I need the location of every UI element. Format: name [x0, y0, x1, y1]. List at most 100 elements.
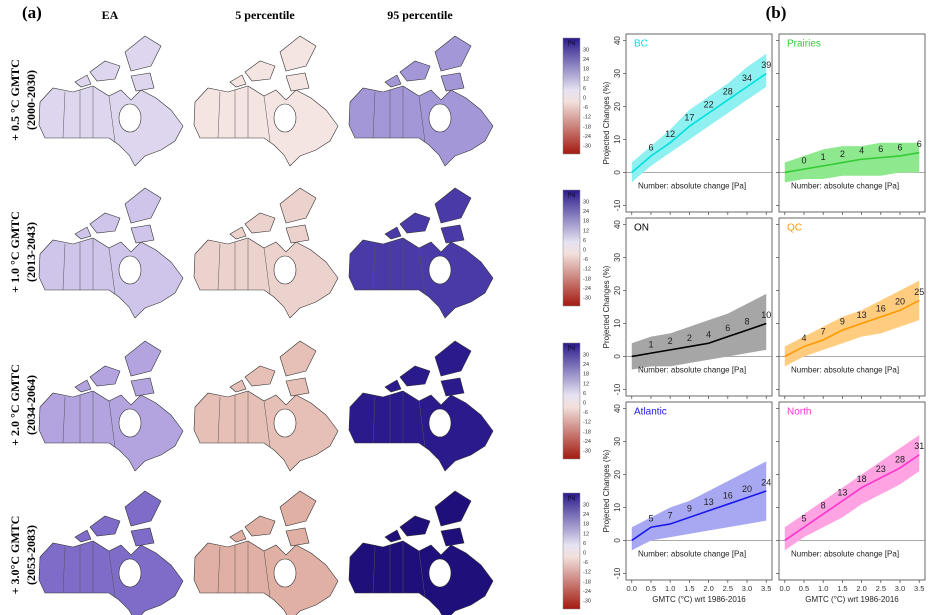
y-tick-label: 0 — [613, 354, 622, 359]
y-tick-label: 20 — [613, 286, 622, 295]
colorbar-tick-label: -12 — [583, 267, 591, 273]
row-label: (2053-2083) — [24, 525, 38, 585]
border — [62, 243, 66, 291]
colorbar-tick-label: 0 — [583, 95, 586, 101]
colorbar-tick-label: -30 — [583, 598, 591, 604]
border — [217, 243, 221, 291]
point-label: 4 — [859, 146, 864, 156]
colorbar-tick-label: 18 — [583, 219, 589, 225]
x-tick-label: 1.5 — [684, 584, 694, 593]
y-tick-label: 10 — [613, 318, 622, 327]
hudson-bay — [273, 558, 297, 588]
border — [217, 396, 221, 444]
border — [263, 95, 271, 143]
row-label: + 2.0 °C GMTC — [8, 364, 22, 446]
column-header: EA — [102, 8, 119, 22]
uncertainty-band — [784, 280, 920, 367]
row-label: (2000-2030) — [24, 70, 38, 130]
point-label: 8 — [745, 316, 750, 326]
y-tick-label: 40 — [613, 36, 622, 45]
y-tick-label: -10 — [613, 199, 622, 211]
point-label: 5 — [648, 514, 653, 524]
x-tick-label: 3.5 — [914, 584, 924, 593]
y-tick-label: 30 — [613, 253, 622, 262]
colorbar-tick-label: -24 — [583, 439, 591, 445]
x-tick-label: 2.0 — [703, 584, 713, 593]
x-tick-label: 2.5 — [876, 584, 886, 593]
border — [108, 247, 116, 295]
colorbar-tick-label: 6 — [583, 541, 586, 547]
point-label: 6 — [725, 323, 730, 333]
map-land — [193, 187, 339, 319]
colorbar-tick-label: -24 — [583, 134, 591, 140]
map — [38, 340, 184, 472]
hudson-bay — [118, 103, 142, 133]
colorbar-tick-label: -12 — [583, 420, 591, 426]
colorbar-tick-label: -18 — [583, 124, 591, 130]
y-tick-label: -10 — [613, 383, 622, 395]
border — [108, 550, 116, 598]
chart-title: Atlantic — [634, 407, 667, 418]
colorbar-tick-label: 24 — [583, 57, 589, 63]
uncertainty-band — [784, 142, 920, 183]
chart-title: Prairies — [787, 39, 821, 50]
line — [784, 151, 920, 174]
colorbar-tick-label: -24 — [583, 589, 591, 595]
x-tick-label: 2.5 — [723, 584, 733, 593]
colorbar-tick-label: -30 — [583, 448, 591, 454]
border — [263, 247, 271, 295]
point-label: 0 — [801, 156, 806, 166]
line — [784, 454, 920, 542]
border — [263, 400, 271, 448]
point-label: 13 — [857, 310, 867, 320]
point-label: 9 — [840, 316, 845, 326]
hudson-bay — [273, 103, 297, 133]
colorbar — [562, 342, 581, 460]
panel-label: (b) — [766, 3, 787, 22]
x-tick-label: 3.5 — [761, 584, 771, 593]
annotation: Number: absolute change [Pa] — [791, 366, 899, 375]
colorbar-tick-label: 24 — [583, 362, 589, 368]
border — [62, 91, 66, 139]
colorbar-tick-label: -12 — [583, 570, 591, 576]
border — [418, 400, 426, 448]
border — [108, 400, 116, 448]
map-land — [38, 187, 184, 319]
colorbar-tick-label: -6 — [583, 410, 588, 416]
border — [372, 396, 376, 444]
colorbar — [562, 492, 581, 610]
colorbar-tick-label: 6 — [583, 238, 586, 244]
colorbar-tick-label: 30 — [583, 502, 589, 508]
y-tick-label: -10 — [613, 567, 622, 579]
hudson-bay — [428, 103, 452, 133]
plot-frame — [778, 33, 926, 213]
x-tick-label: 1.0 — [818, 584, 828, 593]
point-label: 1 — [648, 340, 653, 350]
border — [108, 95, 116, 143]
map-land — [38, 340, 184, 472]
colorbar-unit: [%] — [568, 495, 576, 501]
border — [418, 247, 426, 295]
border — [372, 546, 376, 594]
point-label: 28 — [723, 86, 733, 96]
point-label: 9 — [687, 504, 692, 514]
column-header: 95 percentile — [387, 8, 453, 22]
hudson-bay — [118, 255, 142, 285]
point-label: 4 — [801, 333, 806, 343]
colorbar-tick-label: -12 — [583, 115, 591, 121]
point-label: 13 — [837, 487, 847, 497]
point-label: 20 — [895, 297, 905, 307]
point-label: 6 — [878, 144, 883, 154]
border — [62, 396, 66, 444]
line — [784, 299, 920, 358]
point-label: 8 — [821, 500, 826, 510]
point-label: 2 — [687, 333, 692, 343]
row-label: + 1.0 °C GMTC — [8, 211, 22, 293]
colorbar-unit: [%] — [568, 345, 576, 351]
uncertainty-band — [631, 461, 767, 551]
chart-title: QC — [787, 223, 802, 234]
map — [348, 187, 494, 319]
colorbar-tick-label: -18 — [583, 579, 591, 585]
point-label: 2 — [840, 149, 845, 159]
colorbar-tick-label: -30 — [583, 143, 591, 149]
